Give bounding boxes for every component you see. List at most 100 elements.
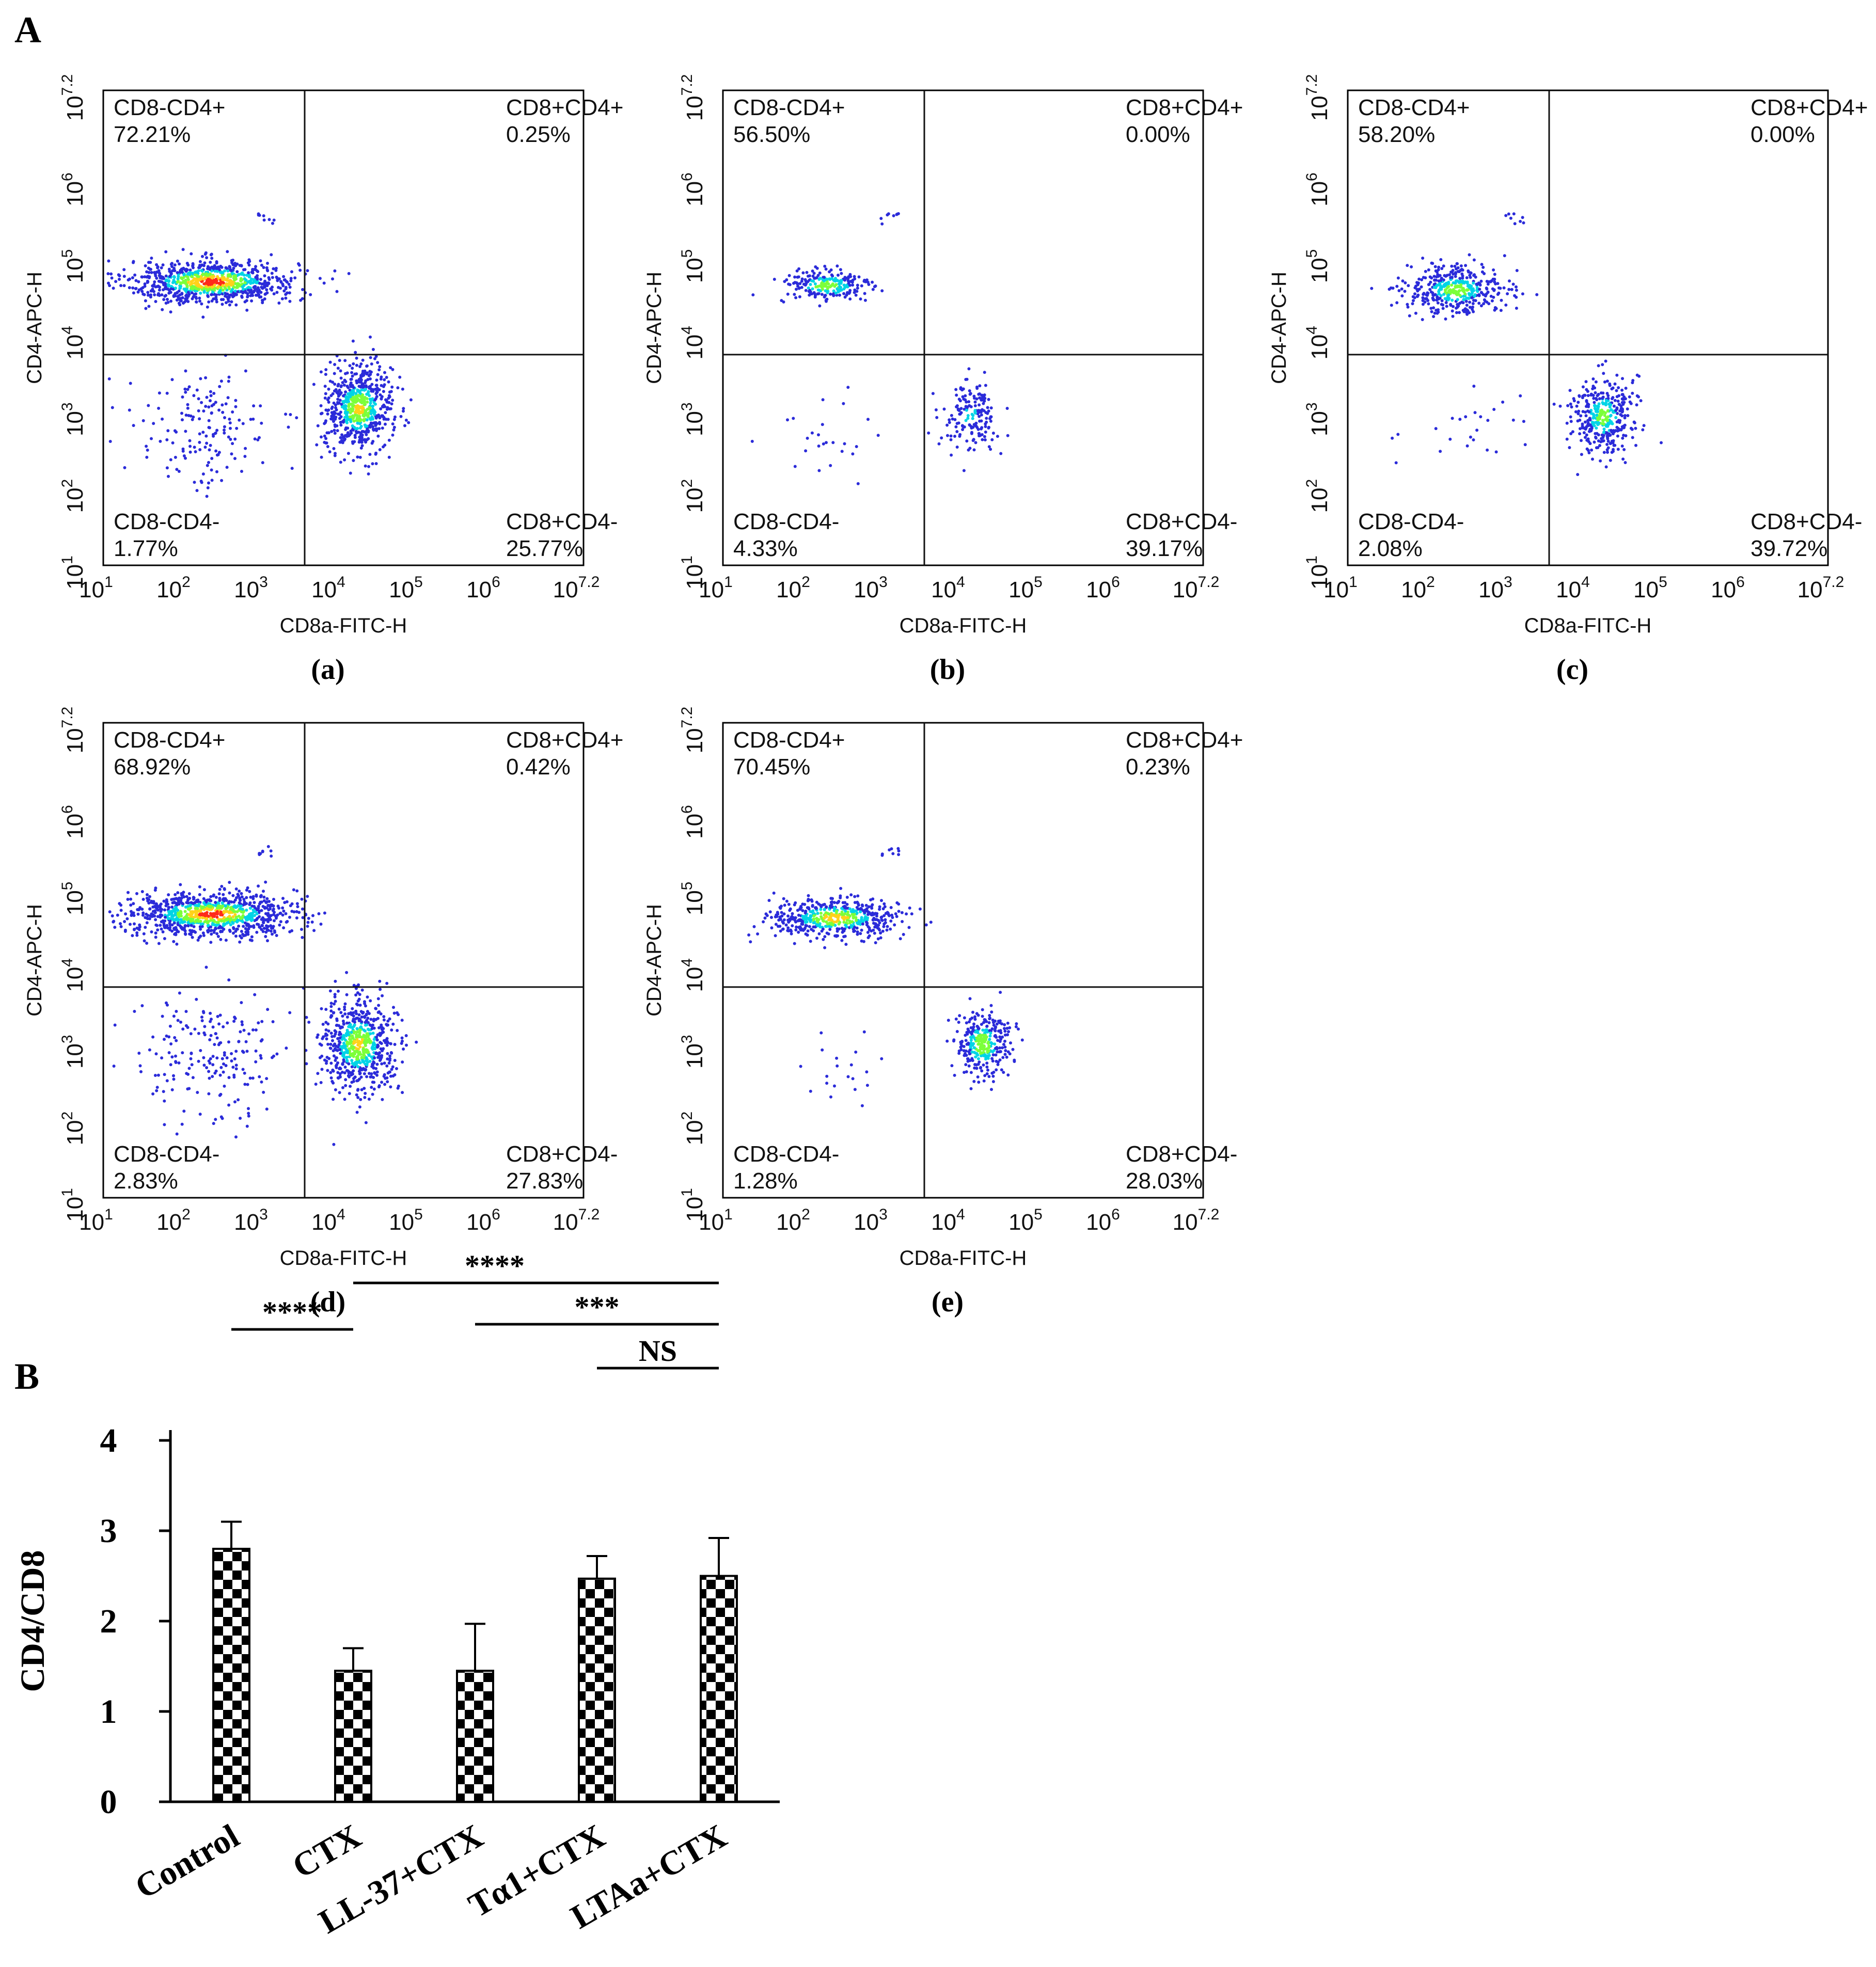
- y-tick-label: 102: [679, 479, 707, 513]
- event-dot: [362, 419, 366, 422]
- event-dot: [381, 1030, 385, 1034]
- event-dot: [363, 1035, 367, 1039]
- event-dot: [249, 895, 253, 899]
- event-dot: [795, 269, 799, 273]
- event-dot: [987, 445, 991, 449]
- event-dot: [1448, 273, 1452, 277]
- event-dot: [155, 907, 159, 910]
- event-dot: [343, 1066, 347, 1069]
- event-dot: [128, 286, 131, 290]
- event-dot: [334, 452, 337, 455]
- event-dot: [146, 279, 149, 283]
- event-dot: [333, 363, 337, 366]
- event-dot: [391, 399, 395, 402]
- event-dot: [133, 1010, 136, 1013]
- event-dot: [1449, 276, 1453, 279]
- event-dot: [131, 934, 134, 938]
- event-dot: [125, 917, 129, 921]
- event-dot: [1421, 303, 1425, 306]
- event-dot: [366, 1027, 370, 1031]
- event-dot: [396, 1011, 399, 1014]
- event-dot: [228, 273, 231, 277]
- event-dot: [398, 375, 402, 379]
- x-axis-title: CD8a-FITC-H: [900, 614, 1027, 637]
- event-dot: [201, 472, 205, 476]
- event-dot: [166, 429, 170, 433]
- quadrant-percent: 1.77%: [114, 536, 178, 561]
- event-dot: [333, 389, 336, 393]
- event-dot: [254, 1049, 258, 1053]
- event-dot: [955, 422, 959, 425]
- event-dot: [801, 271, 805, 275]
- event-dot: [1615, 425, 1619, 429]
- event-dot: [951, 417, 954, 421]
- x-axis-title: CD8a-FITC-H: [280, 1247, 407, 1270]
- event-dot: [333, 269, 337, 273]
- event-dot: [191, 263, 195, 266]
- event-dot: [284, 287, 288, 291]
- event-dot: [1439, 450, 1442, 453]
- event-dot: [367, 1054, 371, 1057]
- event-dot: [151, 1035, 155, 1039]
- event-dot: [184, 430, 187, 433]
- event-dot: [225, 278, 228, 282]
- event-dot: [323, 385, 327, 388]
- event-dot: [271, 904, 275, 908]
- event-dot: [210, 252, 213, 256]
- event-dot: [1451, 309, 1454, 313]
- event-dot: [800, 285, 803, 289]
- event-dot: [246, 280, 250, 284]
- event-dot: [209, 1011, 212, 1015]
- event-dot: [391, 422, 395, 426]
- event-dot: [346, 452, 350, 455]
- event-dot: [207, 461, 210, 464]
- event-dot: [339, 1052, 342, 1055]
- event-dot: [1594, 421, 1597, 424]
- event-dot: [356, 1043, 360, 1047]
- event-dot: [208, 281, 211, 285]
- event-dot: [329, 1032, 333, 1035]
- event-dot: [366, 400, 369, 404]
- event-dot: [749, 940, 752, 944]
- event-dot: [232, 294, 235, 297]
- event-dot: [334, 1088, 337, 1091]
- event-dot: [810, 279, 813, 282]
- event-dot: [186, 406, 190, 410]
- event-dot: [232, 918, 236, 922]
- event-dot: [203, 261, 207, 265]
- event-dot: [250, 299, 254, 303]
- event-dot: [249, 277, 253, 281]
- event-dot: [1458, 418, 1462, 421]
- event-dot: [358, 1061, 362, 1065]
- event-dot: [351, 441, 355, 445]
- event-dot: [1601, 402, 1605, 406]
- event-dot: [226, 250, 229, 253]
- event-dot: [234, 1064, 238, 1067]
- event-dot: [342, 394, 345, 398]
- event-dot: [981, 438, 984, 441]
- event-dot: [1604, 359, 1607, 363]
- event-dot: [380, 1062, 384, 1066]
- event-dot: [246, 261, 250, 265]
- event-dot: [236, 290, 240, 294]
- event-dot: [157, 391, 161, 395]
- event-dot: [156, 293, 160, 297]
- event-dot: [222, 893, 225, 896]
- event-dot: [140, 908, 144, 911]
- event-dot: [371, 417, 375, 421]
- event-dot: [1436, 301, 1440, 305]
- event-dot: [333, 454, 337, 457]
- event-dot: [1478, 283, 1482, 287]
- event-dot: [855, 445, 858, 448]
- event-dot: [982, 402, 985, 405]
- event-dot: [144, 307, 148, 310]
- event-dot: [130, 910, 133, 913]
- event-dot: [1552, 402, 1556, 406]
- event-dot: [153, 905, 156, 908]
- event-dot: [200, 401, 203, 404]
- event-dot: [375, 378, 379, 382]
- event-dot: [339, 369, 342, 373]
- event-dot: [197, 1059, 200, 1063]
- event-dot: [175, 468, 179, 471]
- event-dot: [209, 899, 213, 902]
